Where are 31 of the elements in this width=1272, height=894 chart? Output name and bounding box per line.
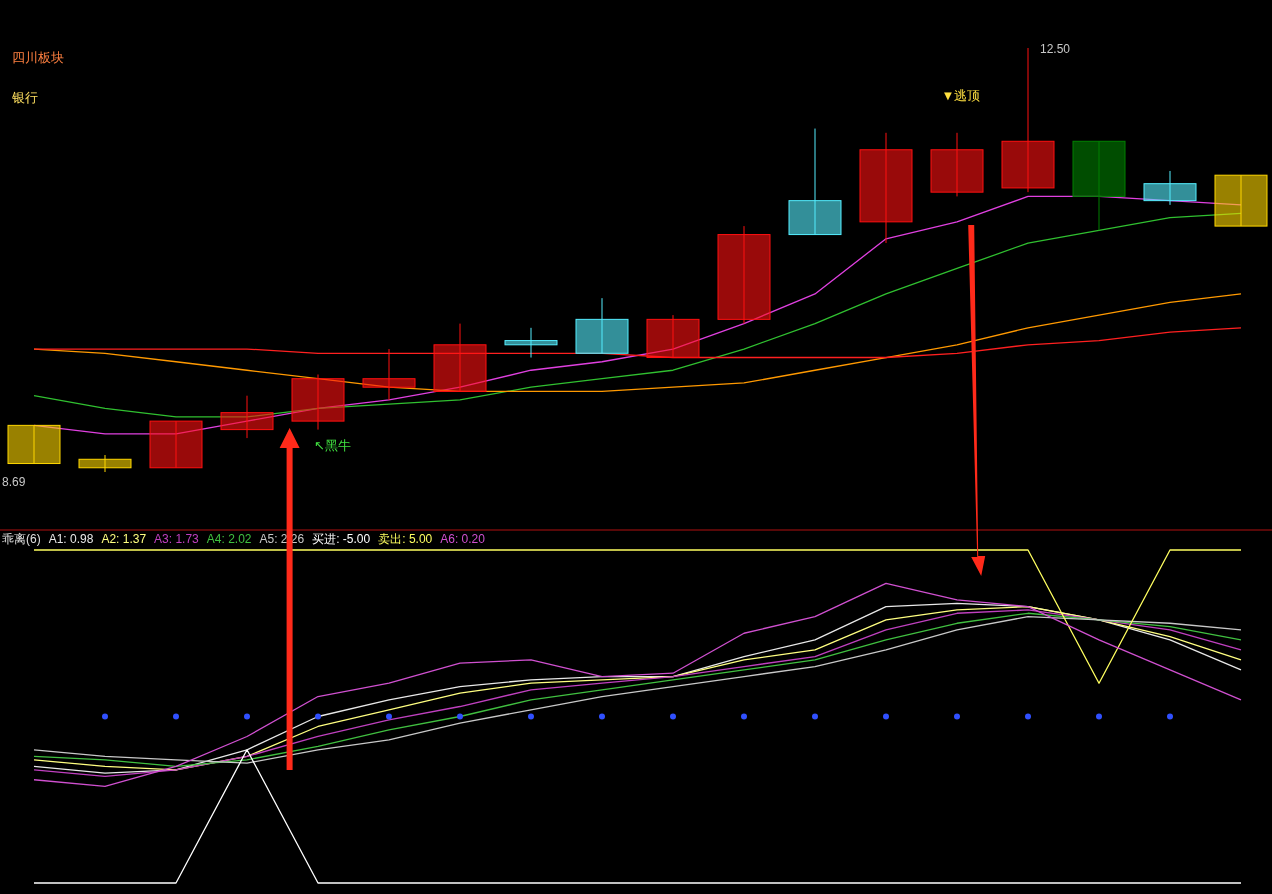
text: A1: 0.98 bbox=[48, 532, 94, 546]
annotation: 银行 bbox=[11, 90, 38, 105]
candlestick bbox=[220, 395, 274, 439]
candlestick bbox=[1143, 170, 1197, 206]
candlestick bbox=[433, 323, 487, 392]
text: 买进: -5.00 bbox=[312, 532, 371, 546]
chart-title: 乖离(6) bbox=[2, 532, 41, 546]
annotation: ▼逃顶 bbox=[941, 88, 981, 103]
candlestick bbox=[1072, 140, 1126, 231]
candlestick bbox=[717, 225, 771, 325]
candlestick bbox=[7, 424, 61, 465]
text: A3: 1.73 bbox=[154, 532, 200, 546]
candlestick bbox=[930, 132, 984, 197]
annotation: 四川板块 bbox=[12, 50, 64, 65]
candlestick bbox=[788, 128, 842, 236]
candlestick bbox=[362, 348, 416, 401]
series-label: 卖出: 5.00 bbox=[378, 532, 433, 546]
text: A2: 1.37 bbox=[101, 532, 147, 546]
candlestick bbox=[646, 314, 700, 359]
text: A6: 0.20 bbox=[440, 532, 486, 546]
annotation: 12.50 bbox=[1040, 42, 1071, 56]
candlestick bbox=[149, 420, 203, 469]
candlestick bbox=[575, 297, 629, 354]
annotation: ↖黑牛 bbox=[314, 438, 351, 453]
candlestick bbox=[1214, 174, 1268, 227]
text: 8.69 bbox=[2, 475, 26, 489]
text: A4: 2.02 bbox=[206, 532, 252, 546]
candlestick bbox=[504, 327, 558, 359]
candlestick bbox=[78, 454, 132, 473]
candlestick bbox=[291, 373, 345, 431]
candlestick bbox=[859, 132, 913, 244]
